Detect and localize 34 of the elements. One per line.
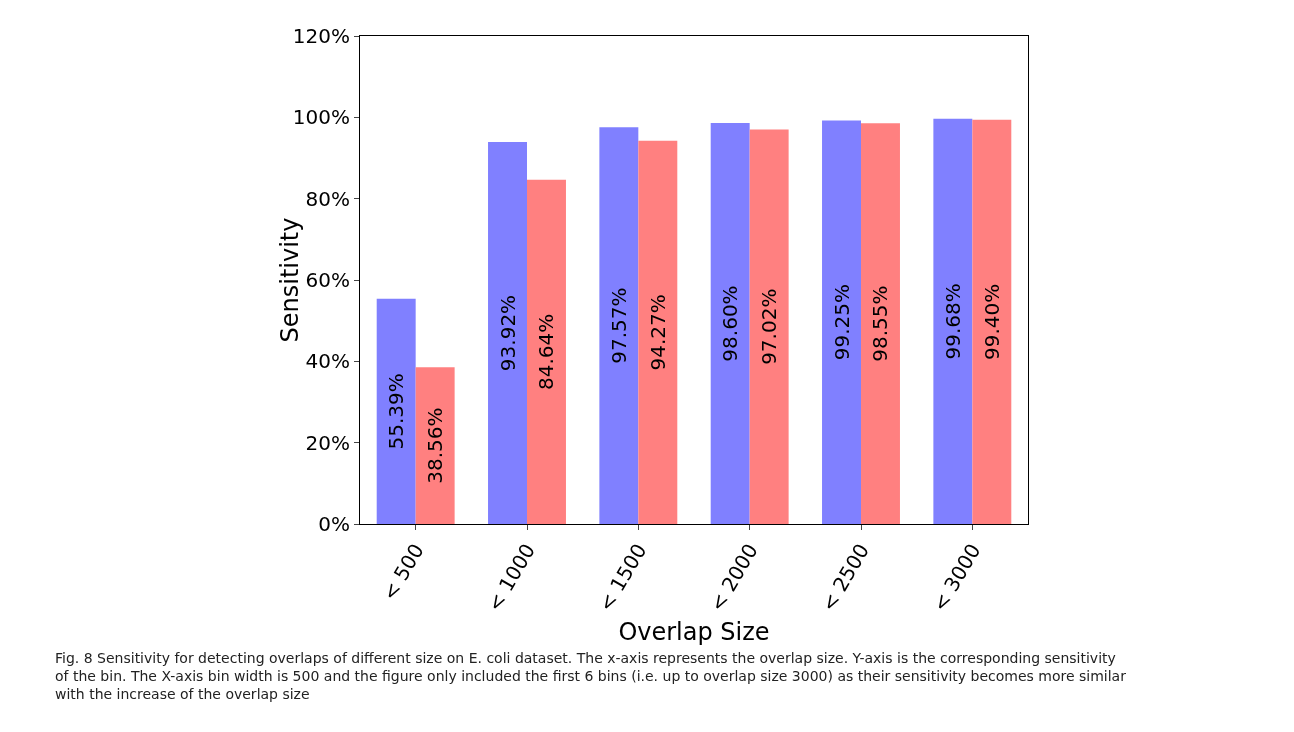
data-label: 98.60% bbox=[718, 285, 743, 362]
data-label: 97.02% bbox=[757, 288, 782, 365]
bar bbox=[710, 123, 750, 524]
bar bbox=[749, 129, 789, 524]
data-label: 97.57% bbox=[606, 287, 631, 364]
data-label: 93.92% bbox=[495, 294, 520, 372]
data-label: 55.39% bbox=[384, 373, 409, 450]
y-tick-label: 120% bbox=[292, 24, 350, 48]
y-tick-label: 80% bbox=[305, 186, 350, 211]
y-tick-label: 100% bbox=[292, 105, 350, 130]
data-label: 94.27% bbox=[645, 294, 670, 371]
data-label: 98.55% bbox=[868, 285, 893, 362]
data-label: 99.68% bbox=[940, 283, 965, 360]
bar bbox=[527, 179, 566, 524]
x-axis-title: Overlap Size bbox=[618, 617, 770, 646]
data-label: 99.25% bbox=[829, 284, 854, 361]
bar bbox=[638, 140, 678, 524]
y-axis-title: Sensitivity bbox=[275, 217, 304, 343]
bar bbox=[599, 127, 639, 524]
y-tick-label: 20% bbox=[305, 430, 350, 455]
bar bbox=[376, 298, 416, 524]
bar bbox=[972, 119, 1012, 524]
data-label: 38.56% bbox=[423, 407, 448, 484]
bar bbox=[415, 367, 455, 524]
bar bbox=[933, 118, 973, 524]
data-label: 84.64% bbox=[534, 313, 559, 391]
bar bbox=[488, 142, 527, 524]
caption: Fig. 8 Sensitivity for detecting overlaps of different size on E. coli dataset. The x-axis represents the overlap size. Y-axis is the corresponding sensitivity of the bin. The X-axis bin width is 500 and the figure only included the first 6 bins (i.e. up to overlap size 3000) as their sensitivity becomes more similar with the increase of the overlap size bbox=[55, 650, 1127, 703]
y-tick-label: 40% bbox=[305, 349, 350, 374]
y-tick-label: 0% bbox=[318, 512, 350, 536]
bar bbox=[861, 123, 900, 524]
bar bbox=[822, 120, 861, 524]
data-label: 99.40% bbox=[979, 283, 1004, 361]
y-tick-label: 60% bbox=[305, 268, 350, 292]
